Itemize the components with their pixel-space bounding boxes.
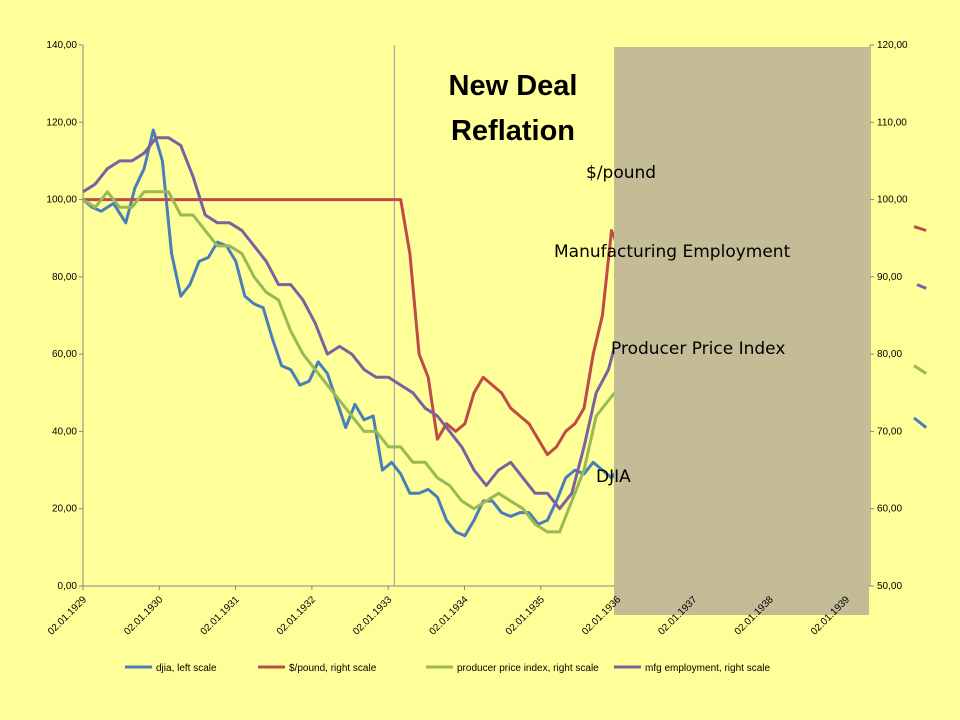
annotation-djia: DJIA [596, 467, 631, 487]
right-tick-label: 110,00 [877, 117, 907, 128]
left-tick-label: 20,00 [52, 504, 77, 515]
right-tick-label: 60,00 [877, 504, 902, 515]
left-tick-label: 120,00 [46, 117, 77, 128]
series-tail-line [913, 364, 928, 375]
right-tick-label: 70,00 [877, 426, 902, 437]
x-tick-label: 02.01.1932 [275, 594, 318, 637]
right-tick-label: 90,00 [877, 272, 902, 283]
right-tick-label: 80,00 [877, 349, 902, 360]
legend-label: djia, left scale [156, 663, 217, 674]
left-tick-label: 140,00 [46, 40, 77, 51]
legend-label: mfg employment, right scale [645, 663, 770, 674]
series-tail-line [916, 283, 927, 290]
legend: djia, left scale $/pound, right scale prod… [125, 663, 770, 674]
x-tick-label: 02.01.1936 [580, 594, 623, 637]
axes [79, 44, 874, 590]
x-tick-label: 02.01.1933 [351, 594, 394, 637]
x-tick-label: 02.01.1930 [122, 594, 165, 637]
series-tail-line [913, 225, 927, 232]
annotation-ppi: Producer Price Index [611, 339, 785, 359]
x-tick-label: 02.01.1935 [504, 594, 547, 637]
series-tail-line [913, 416, 928, 429]
x-tick-label: 02.01.1934 [427, 594, 470, 637]
annotations: New Deal Reflation $/pound Manufacturing… [449, 70, 791, 487]
annotation-pound: $/pound [586, 163, 656, 183]
annotation-title-line1: New Deal [449, 70, 578, 102]
right-tick-label: 50,00 [877, 581, 902, 592]
left-tick-label: 40,00 [52, 426, 77, 437]
left-tick-label: 80,00 [52, 272, 77, 283]
right-tick-label: 120,00 [877, 40, 908, 51]
overlay-box [614, 47, 869, 615]
right-tick-label: 100,00 [877, 195, 908, 206]
overlay-rect [614, 47, 869, 615]
annotation-title-line2: Reflation [451, 115, 575, 147]
x-tick-label: 02.01.1929 [46, 594, 89, 637]
left-tick-label: 60,00 [52, 349, 77, 360]
annotation-mfg: Manufacturing Employment [554, 242, 791, 262]
x-tick-label: 02.01.1931 [199, 594, 242, 637]
left-tick-label: 0,00 [58, 581, 78, 592]
left-tick-label: 100,00 [46, 195, 77, 206]
legend-label: $/pound, right scale [289, 663, 377, 674]
legend-label: producer price index, right scale [457, 663, 599, 674]
